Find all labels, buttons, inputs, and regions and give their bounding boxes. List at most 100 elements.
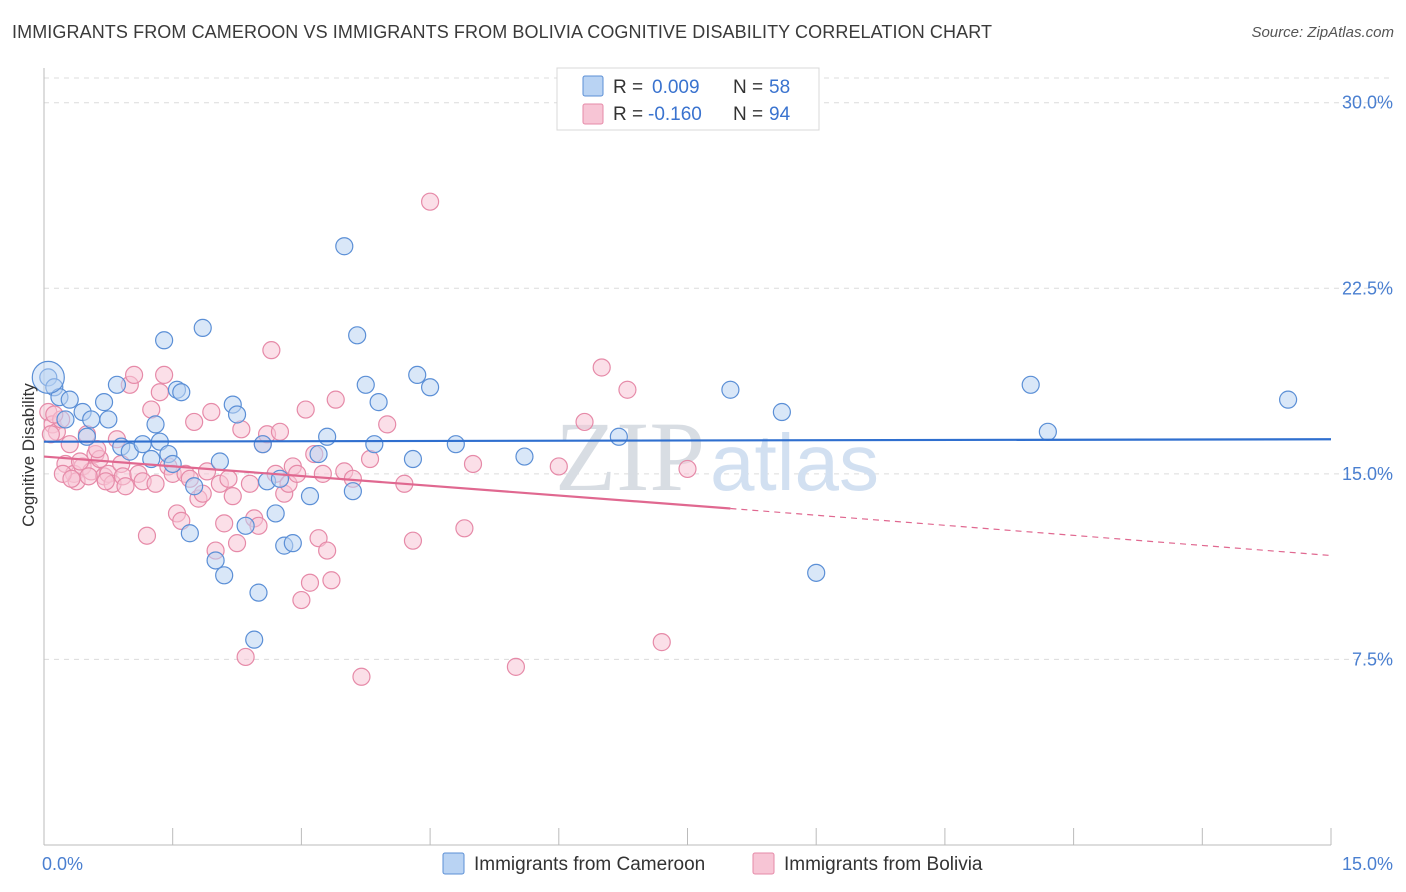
data-point-bolivia xyxy=(197,462,217,481)
data-point-bolivia xyxy=(202,402,221,422)
data-point-cameroon xyxy=(369,393,388,412)
trend-line-cameroon xyxy=(43,438,1332,443)
data-point-cameroon xyxy=(309,444,328,464)
data-point-bolivia xyxy=(124,365,144,385)
axes xyxy=(43,68,1332,846)
data-point-cameroon xyxy=(365,435,384,454)
data-point-cameroon xyxy=(807,563,826,582)
data-point-cameroon xyxy=(163,454,182,474)
data-point-cameroon xyxy=(94,393,114,412)
data-point-cameroon xyxy=(215,566,234,585)
stats-r-label-bolivia: R = xyxy=(613,104,643,125)
legend-swatch-cameroon xyxy=(442,852,465,875)
data-point-bolivia xyxy=(146,474,165,493)
data-point-cameroon xyxy=(421,378,440,397)
data-point-bolivia xyxy=(403,531,423,550)
data-point-cameroon xyxy=(146,415,165,434)
data-point-bolivia xyxy=(378,415,397,434)
stats-n-label-bolivia: N = xyxy=(733,104,763,125)
data-point-cameroon xyxy=(193,318,212,337)
data-point-cameroon xyxy=(408,365,427,385)
data-point-bolivia xyxy=(313,464,332,483)
data-point-cameroon xyxy=(318,427,337,446)
data-point-cameroon xyxy=(227,405,247,424)
trend-lines xyxy=(43,438,1332,557)
y-tick-label: 15.0% xyxy=(1342,464,1393,484)
stats-r-value-bolivia: -0.160 xyxy=(648,104,702,125)
data-point-cameroon xyxy=(172,383,191,402)
data-point-bolivia xyxy=(62,469,81,488)
data-point-bolivia xyxy=(172,511,191,530)
data-point-bolivia xyxy=(60,435,79,454)
series-cameroon xyxy=(31,237,1298,649)
source-label: Source: ZipAtlas.com xyxy=(1251,24,1394,41)
legend-label-cameroon: Immigrants from Cameroon xyxy=(474,854,705,875)
data-point-bolivia xyxy=(352,667,371,686)
trend-line-bolivia xyxy=(43,455,731,510)
watermark: ZIP atlas xyxy=(555,401,879,512)
data-point-bolivia xyxy=(618,380,637,399)
data-point-bolivia xyxy=(236,647,255,667)
y-tick-label: 7.5% xyxy=(1352,649,1393,669)
data-point-cameroon xyxy=(180,524,199,543)
data-point-cameroon xyxy=(107,375,127,394)
tick-labels: 7.5% 15.0% 22.5% 30.0% 0.0% 15.0% xyxy=(42,93,1393,874)
legend-swatch-bolivia xyxy=(752,852,775,875)
data-point-bolivia xyxy=(296,400,315,419)
data-point-bolivia xyxy=(240,474,260,493)
data-point-cameroon xyxy=(721,380,740,399)
stats-r-label-cameroon: R = xyxy=(613,77,643,98)
data-point-bolivia xyxy=(270,422,290,441)
stats-swatch-bolivia xyxy=(582,103,604,125)
stats-n-value-cameroon: 58 xyxy=(769,77,790,98)
data-point-cameroon xyxy=(185,477,204,496)
chart-title: IMMIGRANTS FROM CAMEROON VS IMMIGRANTS F… xyxy=(12,22,993,42)
data-point-bolivia xyxy=(96,472,115,491)
data-point-bolivia xyxy=(262,341,281,360)
data-point-cameroon xyxy=(236,516,255,535)
data-point-bolivia xyxy=(79,467,98,486)
data-point-cameroon xyxy=(300,487,320,506)
data-point-bolivia xyxy=(309,529,328,548)
data-point-bolivia xyxy=(455,519,474,538)
data-point-cameroon xyxy=(60,390,79,409)
stats-n-label-cameroon: N = xyxy=(733,77,763,98)
data-point-cameroon xyxy=(1021,375,1040,394)
data-point-cameroon xyxy=(335,237,354,256)
data-point-bolivia xyxy=(150,383,169,402)
data-point-bolivia xyxy=(215,514,234,533)
data-point-bolivia xyxy=(318,541,337,560)
data-point-cameroon xyxy=(206,551,225,570)
data-point-bolivia xyxy=(227,534,247,553)
stats-swatch-cameroon xyxy=(582,75,604,97)
stats-r-value-cameroon: 0.009 xyxy=(652,77,700,98)
data-point-cameroon xyxy=(348,326,367,345)
data-point-bolivia xyxy=(322,571,341,590)
data-point-cameroon xyxy=(133,435,152,454)
legend: Immigrants from Cameroon Immigrants from… xyxy=(442,852,983,875)
data-point-cameroon xyxy=(245,630,264,649)
data-point-cameroon xyxy=(1278,390,1298,409)
data-point-cameroon xyxy=(772,402,791,422)
data-point-cameroon xyxy=(343,482,362,501)
data-point-bolivia xyxy=(70,452,90,471)
data-point-cameroon xyxy=(253,435,272,454)
data-point-cameroon-cluster xyxy=(31,360,65,394)
data-point-cameroon xyxy=(446,435,465,454)
data-point-bolivia xyxy=(223,487,242,506)
data-point-cameroon xyxy=(403,449,423,469)
data-point-cameroon xyxy=(249,583,268,602)
legend-label-bolivia: Immigrants from Bolivia xyxy=(784,854,983,875)
data-point-bolivia xyxy=(549,457,568,476)
watermark-atlas: atlas xyxy=(710,418,879,507)
y-tick-label: 22.5% xyxy=(1342,278,1393,298)
data-point-bolivia xyxy=(155,365,174,385)
data-point-bolivia xyxy=(185,412,204,432)
data-point-bolivia xyxy=(292,590,311,610)
data-point-cameroon xyxy=(210,452,229,471)
x-tick-label: 15.0% xyxy=(1342,854,1393,874)
data-point-cameroon xyxy=(283,534,302,553)
y-axis-label: Cognitive Disability xyxy=(19,383,38,527)
data-point-bolivia xyxy=(116,477,135,496)
data-point-bolivia xyxy=(592,358,611,377)
